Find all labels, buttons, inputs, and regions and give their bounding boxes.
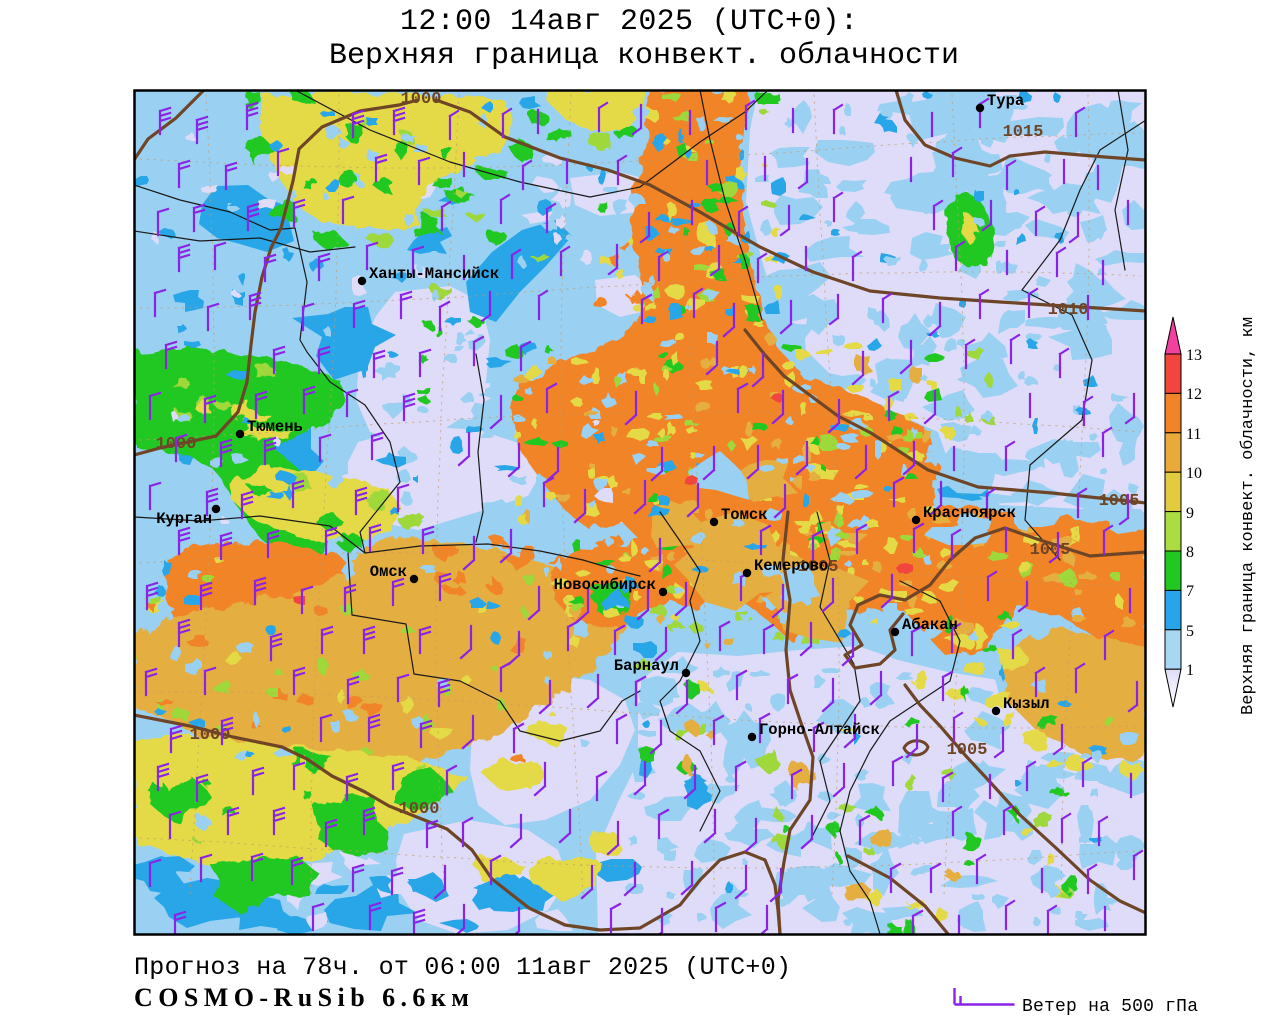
svg-text:1000: 1000	[401, 90, 442, 109]
svg-text:7: 7	[1186, 583, 1194, 600]
svg-text:1000: 1000	[190, 726, 231, 745]
svg-text:Горно-Алтайск: Горно-Алтайск	[759, 721, 880, 739]
svg-text:11: 11	[1186, 426, 1201, 443]
svg-text:1015: 1015	[1003, 123, 1044, 142]
svg-text:Кызыл: Кызыл	[1003, 695, 1050, 713]
svg-text:Новосибирск: Новосибирск	[554, 576, 656, 594]
svg-text:Красноярск: Красноярск	[923, 504, 1016, 522]
svg-text:1005: 1005	[1030, 541, 1071, 560]
svg-text:Тура: Тура	[987, 92, 1024, 110]
svg-text:Омск: Омск	[370, 563, 407, 581]
svg-text:Абакан: Абакан	[902, 616, 958, 634]
svg-text:1005: 1005	[947, 741, 988, 760]
svg-text:Ветер на 500 гПа: Ветер на 500 гПа	[1022, 997, 1198, 1017]
svg-text:9: 9	[1186, 505, 1194, 522]
svg-text:Томск: Томск	[721, 506, 768, 524]
svg-text:1010: 1010	[1048, 301, 1089, 320]
svg-text:12:00 14авг 2025 (UTC+0):: 12:00 14авг 2025 (UTC+0):	[400, 5, 858, 39]
svg-text:8: 8	[1186, 544, 1194, 561]
svg-text:Барнаул: Барнаул	[614, 657, 679, 675]
svg-text:Прогноз на 78ч. от 06:00 11авг: Прогноз на 78ч. от 06:00 11авг 2025 (UTC…	[134, 953, 791, 982]
svg-text:1005: 1005	[1099, 492, 1140, 511]
svg-text:1: 1	[1186, 662, 1194, 679]
svg-text:Кемерово: Кемерово	[754, 557, 828, 575]
svg-text:1005: 1005	[798, 558, 839, 577]
svg-text:Курган: Курган	[156, 510, 212, 528]
svg-text:Верхняя граница конвект. облач: Верхняя граница конвект. облачности	[329, 39, 959, 73]
svg-text:10: 10	[1186, 465, 1202, 482]
svg-text:1000: 1000	[399, 800, 440, 819]
svg-text:COSMO-RuSib 6.6км: COSMO-RuSib 6.6км	[134, 983, 469, 1012]
svg-text:13: 13	[1186, 347, 1202, 364]
svg-text:12: 12	[1186, 386, 1202, 403]
svg-text:5: 5	[1186, 623, 1194, 640]
svg-text:Тюмень: Тюмень	[247, 418, 303, 436]
svg-text:Ханты-Мансийск: Ханты-Мансийск	[369, 265, 499, 283]
svg-text:Верхняя граница конвект. облач: Верхняя граница конвект. облачности, км	[1239, 317, 1258, 715]
